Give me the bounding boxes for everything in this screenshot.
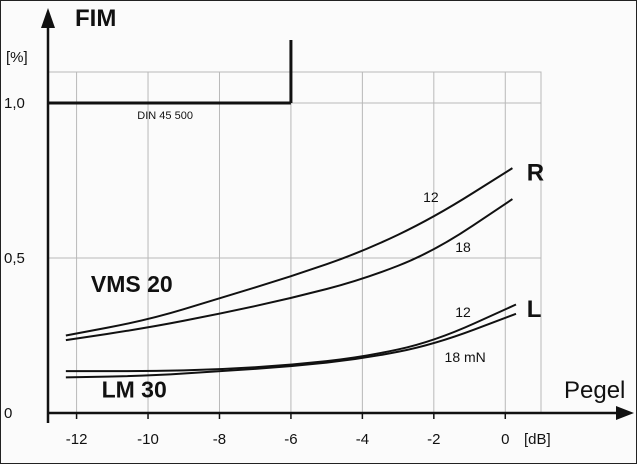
x-tick-label: -2: [427, 431, 440, 448]
series-label-0: 12: [423, 189, 439, 205]
x-axis-title: Pegel: [564, 377, 625, 404]
side-label-1: L: [527, 296, 542, 323]
labels: -12 -10 -8 -6 -4 -2 0 0 0,5 1,0 12 18 12 18 mN VMS 20 L…: [4, 95, 544, 448]
x-tick-label: -12: [66, 431, 88, 448]
group-label-0: VMS 20: [91, 271, 173, 297]
series-label-1: 18: [455, 239, 471, 255]
y-tick-label: 0,5: [4, 250, 25, 267]
x-tick-label: -4: [356, 431, 369, 448]
series-line-2: [65, 303, 517, 373]
y-tick-label: 1,0: [4, 95, 25, 112]
y-axis-unit: [%]: [6, 49, 28, 66]
din-reference: DIN 45 500: [48, 40, 293, 122]
series-label-2: 12: [455, 304, 471, 320]
series-line-1: [65, 198, 513, 342]
side-label-0: R: [527, 160, 544, 187]
x-tick-label: -8: [213, 431, 226, 448]
x-axis-arrow: [616, 406, 634, 420]
series-line-0: [65, 167, 513, 337]
series-label-3: 18 mN: [445, 349, 486, 365]
group-label-1: LM 30: [102, 377, 167, 403]
y-tick-label: 0: [4, 405, 12, 422]
y-axis-arrow: [41, 8, 55, 28]
x-axis-unit: [dB]: [524, 431, 551, 448]
x-tick-label: -6: [284, 431, 297, 448]
axes: [41, 8, 634, 423]
x-tick-label: 0: [501, 431, 509, 448]
curves: [65, 167, 517, 379]
series-line-3: [65, 312, 517, 379]
din-label: DIN 45 500: [137, 110, 193, 122]
y-axis-title: FIM: [75, 5, 116, 32]
x-tick-label: -10: [137, 431, 159, 448]
